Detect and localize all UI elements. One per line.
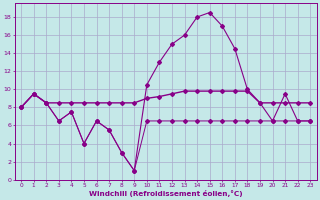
X-axis label: Windchill (Refroidissement éolien,°C): Windchill (Refroidissement éolien,°C) — [89, 190, 243, 197]
